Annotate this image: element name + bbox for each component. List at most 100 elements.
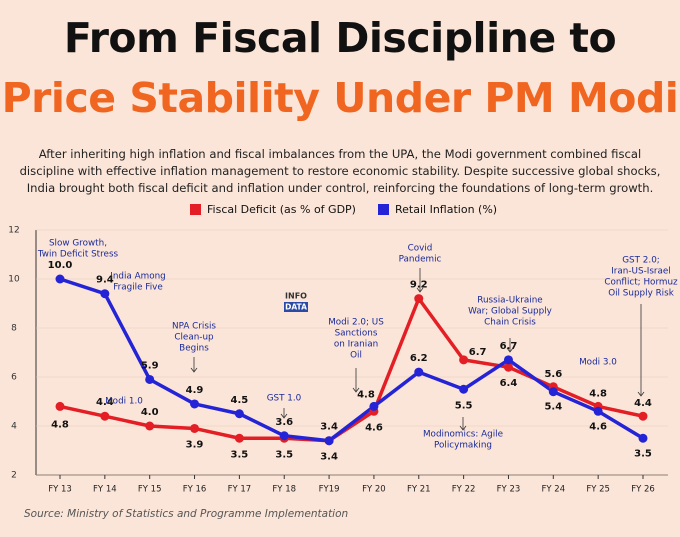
annotation: Fragile Five xyxy=(113,283,163,293)
data-point xyxy=(414,294,424,304)
data-label: 4.4 xyxy=(634,398,652,409)
x-tick-label: FY 23 xyxy=(497,485,521,495)
annotation-arrowhead xyxy=(506,347,514,353)
data-point xyxy=(369,401,379,411)
annotation: NPA Crisis xyxy=(172,322,216,332)
title: From Fiscal Discipline to xyxy=(63,14,617,62)
annotation: Russia-Ukraine xyxy=(477,296,542,306)
data-label: 4.6 xyxy=(365,422,383,433)
x-tick-label: FY 16 xyxy=(183,485,207,495)
y-tick-label: 10 xyxy=(8,275,20,285)
data-point xyxy=(638,411,648,421)
x-tick-label: FY19 xyxy=(319,485,340,495)
annotation: Begins xyxy=(179,344,209,354)
data-label: 3.9 xyxy=(186,439,204,450)
annotation: Policymaking xyxy=(434,441,492,451)
data-label: 5.5 xyxy=(455,400,473,411)
annotation: Oil xyxy=(350,351,362,361)
x-tick-label: FY 18 xyxy=(272,485,296,495)
y-tick-label: 6 xyxy=(11,373,17,383)
data-label: 4.6 xyxy=(589,421,607,432)
logo-box xyxy=(284,302,308,312)
annotation: Sanctions xyxy=(335,329,378,339)
annotation: Slow Growth, xyxy=(49,239,107,249)
series-line xyxy=(59,296,644,443)
data-label: 3.4 xyxy=(320,452,338,463)
annotation: Modi 2.0; US xyxy=(328,318,384,328)
annotation: Modinomics: Agile xyxy=(423,430,503,440)
data-label: 3.5 xyxy=(231,449,249,460)
annotation: GST 2.0; xyxy=(622,256,660,266)
data-label: 4.4 xyxy=(96,397,114,408)
data-label: 3.5 xyxy=(634,448,652,459)
y-tick-label: 8 xyxy=(11,324,17,334)
data-point xyxy=(638,433,648,443)
annotation: Modi 1.0 xyxy=(105,397,143,407)
data-point xyxy=(190,399,200,409)
description: After inheriting high inflation and fisc… xyxy=(19,147,661,195)
data-point xyxy=(414,367,424,377)
title-highlight: Price Stability Under PM Modi xyxy=(1,74,679,122)
data-point xyxy=(234,433,244,443)
data-point xyxy=(459,384,469,394)
data-label: 4.8 xyxy=(357,389,375,400)
legend-label: Fiscal Deficit (as % of GDP) xyxy=(207,203,356,216)
data-label: 4.8 xyxy=(589,388,607,399)
data-label: 3.4 xyxy=(320,422,338,433)
data-label: 5.9 xyxy=(141,360,159,371)
data-label: 4.0 xyxy=(141,407,159,418)
data-point xyxy=(459,355,469,365)
annotation-arrowhead xyxy=(416,287,424,293)
x-tick-label: FY 13 xyxy=(48,485,72,495)
data-point xyxy=(100,411,110,421)
annotation: Clean-up xyxy=(174,333,214,343)
data-point xyxy=(55,274,65,284)
data-point xyxy=(55,401,65,411)
annotation: on Iranian xyxy=(334,340,378,350)
annotation: Chain Crisis xyxy=(484,318,536,328)
data-label: 6.4 xyxy=(500,378,518,389)
data-label: 3.5 xyxy=(275,449,293,460)
annotation: GST 1.0 xyxy=(267,394,302,404)
data-label: 9.4 xyxy=(96,275,114,286)
annotation: Twin Deficit Stress xyxy=(37,250,119,260)
legend-label: Retail Inflation (%) xyxy=(395,203,497,216)
x-tick-label: FY 26 xyxy=(631,485,655,495)
data-label: 5.4 xyxy=(544,402,562,413)
series-line xyxy=(59,277,644,443)
annotation: Oil Supply Risk xyxy=(608,289,675,299)
annotation: Conflict; Hormuz xyxy=(604,278,678,288)
annotation: War; Global Supply xyxy=(468,307,552,317)
data-point xyxy=(190,423,200,433)
data-point xyxy=(503,362,513,372)
annotation: Iran-US-Israel xyxy=(611,267,671,277)
legend-swatch xyxy=(378,204,389,215)
logo: DATA xyxy=(285,303,307,312)
data-point xyxy=(145,374,155,384)
annotation: India Among xyxy=(110,272,166,282)
data-label: 6.7 xyxy=(500,341,518,352)
data-point xyxy=(593,406,603,416)
data-label: 4.8 xyxy=(51,419,69,430)
x-tick-label: FY 25 xyxy=(586,485,610,495)
data-point xyxy=(100,289,110,299)
data-label: 3.6 xyxy=(275,417,293,428)
data-point xyxy=(503,355,513,365)
x-tick-label: FY 22 xyxy=(452,485,476,495)
source: Source: Ministry of Statistics and Progr… xyxy=(24,508,349,520)
annotation: Covid xyxy=(408,244,433,254)
data-label: 6.7 xyxy=(469,347,487,358)
annotation-arrowhead xyxy=(352,387,360,393)
data-point xyxy=(548,387,558,397)
annotation-arrowhead xyxy=(459,425,467,431)
logo: INFO xyxy=(285,292,307,301)
x-tick-label: FY 21 xyxy=(407,485,431,495)
x-tick-label: FY 15 xyxy=(138,485,162,495)
annotation: Modi 3.0 xyxy=(579,358,617,368)
data-point xyxy=(145,421,155,431)
data-label: 9.2 xyxy=(410,280,428,291)
data-label: 4.5 xyxy=(231,395,249,406)
data-label: 6.2 xyxy=(410,353,428,364)
